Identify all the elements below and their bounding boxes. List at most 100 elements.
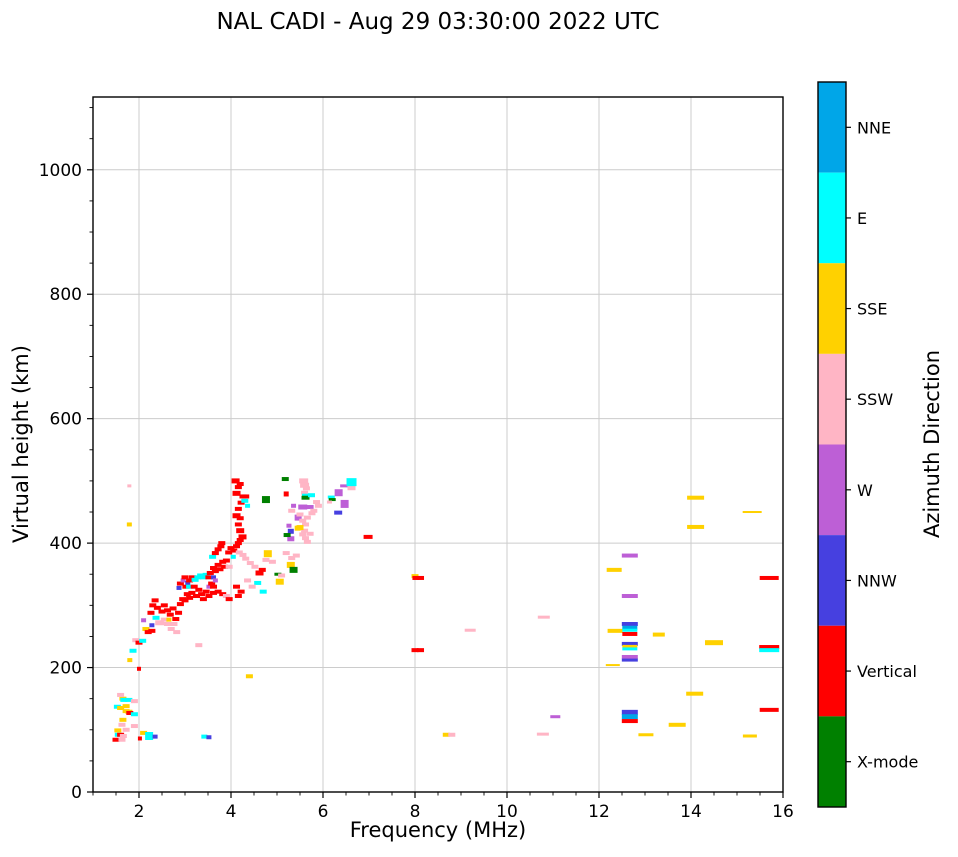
data-point xyxy=(536,732,549,736)
data-point xyxy=(417,575,425,580)
data-point xyxy=(122,704,130,709)
data-point xyxy=(217,544,225,549)
data-point xyxy=(742,511,762,514)
data-point xyxy=(164,608,172,613)
x-tick-label: 16 xyxy=(772,802,794,822)
plot-border xyxy=(92,96,784,793)
data-point xyxy=(211,569,219,574)
data-point xyxy=(245,674,253,679)
data-point xyxy=(214,547,222,552)
data-point xyxy=(236,528,245,534)
data-point xyxy=(145,732,154,741)
data-point xyxy=(242,556,250,561)
data-point xyxy=(112,737,120,742)
data-point xyxy=(127,484,132,488)
y-tick-label: 0 xyxy=(71,783,82,803)
data-point xyxy=(286,561,295,568)
data-point xyxy=(219,592,227,597)
data-point xyxy=(686,691,704,696)
data-point xyxy=(621,622,638,627)
data-point xyxy=(206,570,214,575)
x-tick-label: 12 xyxy=(588,802,610,822)
data-point xyxy=(442,732,450,737)
data-point xyxy=(288,556,296,561)
y-tick-label: 200 xyxy=(50,659,82,679)
data-point xyxy=(238,534,247,540)
data-point xyxy=(137,736,142,741)
data-point xyxy=(206,584,212,589)
data-point xyxy=(233,544,241,549)
data-point xyxy=(225,564,233,569)
data-point xyxy=(537,615,550,619)
x-tick-label: 10 xyxy=(496,802,518,822)
data-point xyxy=(286,523,292,528)
data-point xyxy=(314,503,322,508)
data-point xyxy=(232,490,241,496)
data-point xyxy=(246,561,254,566)
colorbar-tick-label: SSE xyxy=(857,300,887,319)
data-point xyxy=(130,724,138,729)
data-point xyxy=(334,489,343,497)
data-point xyxy=(417,648,425,653)
data-point xyxy=(188,590,196,595)
data-point xyxy=(411,648,419,653)
data-point xyxy=(227,546,235,551)
data-point xyxy=(126,522,132,527)
data-point xyxy=(251,564,259,569)
data-point xyxy=(118,737,126,742)
data-point xyxy=(302,536,310,541)
data-point xyxy=(148,628,156,633)
data-point xyxy=(195,643,203,648)
data-point xyxy=(211,575,217,580)
data-point xyxy=(130,699,138,704)
data-point xyxy=(621,658,638,662)
data-point xyxy=(289,566,298,573)
data-point xyxy=(242,494,250,499)
colorbar-tick-label: X-mode xyxy=(857,753,918,772)
colorbar-block-vertical xyxy=(818,625,846,717)
data-point xyxy=(742,734,757,738)
colorbar-tick-label: E xyxy=(857,209,867,228)
data-point xyxy=(234,506,242,511)
data-point xyxy=(237,589,245,594)
data-point xyxy=(176,581,184,586)
data-point xyxy=(202,589,210,594)
data-point xyxy=(605,664,620,667)
data-point xyxy=(119,717,127,722)
data-point xyxy=(259,589,267,594)
data-point xyxy=(122,727,130,732)
data-point xyxy=(173,630,181,635)
data-point xyxy=(211,551,219,556)
data-point xyxy=(274,572,282,576)
data-point xyxy=(208,581,216,586)
data-point xyxy=(248,584,256,589)
data-point xyxy=(299,478,309,484)
colorbar-border xyxy=(817,81,847,808)
data-point xyxy=(125,697,133,702)
data-point xyxy=(288,508,296,513)
data-point xyxy=(302,486,310,491)
data-point xyxy=(278,573,286,578)
data-point xyxy=(622,647,638,651)
data-point xyxy=(340,499,349,508)
data-point xyxy=(151,598,159,603)
x-tick-label: 14 xyxy=(680,802,702,822)
data-point xyxy=(622,628,638,632)
data-point xyxy=(191,577,199,582)
data-point xyxy=(287,536,295,542)
data-point xyxy=(340,484,349,488)
data-point xyxy=(287,528,294,534)
data-point xyxy=(292,553,300,558)
y-tick-label: 1000 xyxy=(39,161,82,181)
data-point xyxy=(301,490,309,495)
data-point xyxy=(190,584,198,589)
x-axis-label: Frequency (MHz) xyxy=(349,818,527,842)
data-point xyxy=(301,495,310,500)
colorbar-block-nnw xyxy=(818,535,846,626)
data-point xyxy=(222,558,230,563)
x-tick-label: 4 xyxy=(226,802,237,822)
data-point xyxy=(621,553,638,558)
data-point xyxy=(135,640,143,645)
colorbar-tick-label: SSW xyxy=(857,390,893,409)
